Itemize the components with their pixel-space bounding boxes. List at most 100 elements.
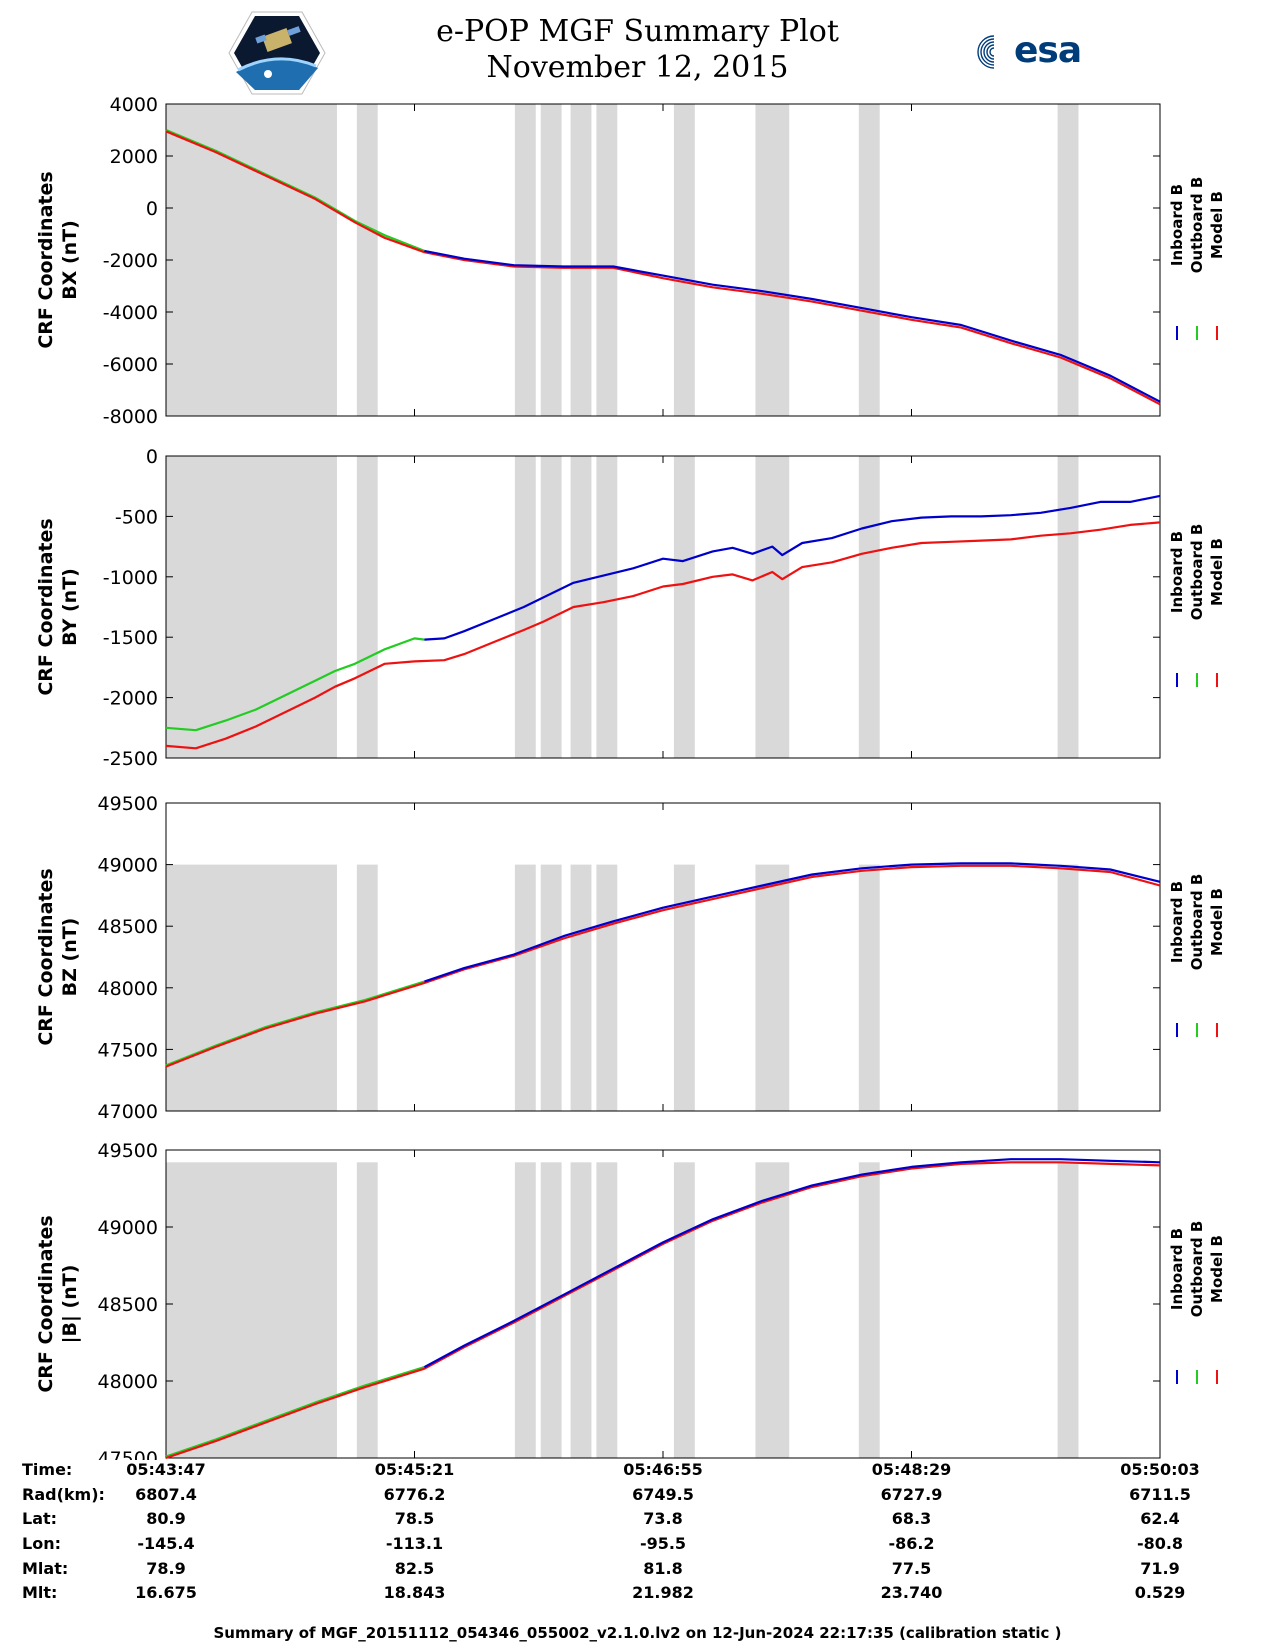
info-value: 21.982: [632, 1583, 694, 1602]
info-value: 81.8: [643, 1559, 683, 1578]
shaded-interval: [755, 1162, 790, 1458]
series-line-model-b: [165, 521, 1161, 750]
y-tick-label: 2000: [110, 146, 158, 168]
series-line-outboard-b: [165, 128, 425, 252]
chart-title: e-POP MGF Summary Plot: [436, 14, 839, 49]
shaded-interval: [596, 1162, 618, 1458]
series-line-inboard-b: [424, 862, 1161, 983]
header: e-POP MGF Summary Plot November 12, 2015…: [0, 0, 1275, 100]
shaded-interval: [858, 1162, 880, 1458]
y-axis-label: CRF Coordinates: [35, 1215, 57, 1392]
shaded-interval: [755, 456, 790, 758]
info-row-label: Lat:: [22, 1509, 58, 1528]
shaded-interval: [540, 456, 562, 758]
info-value: 62.4: [1140, 1509, 1180, 1528]
y-tick-label: 0: [146, 198, 158, 220]
shaded-interval: [514, 1162, 536, 1458]
info-value: 16.675: [135, 1583, 197, 1602]
y-axis-label: BZ (nT): [59, 918, 81, 997]
y-tick-label: -2000: [103, 688, 158, 710]
y-tick-label: -2000: [103, 250, 158, 272]
shaded-interval: [570, 864, 592, 1111]
shaded-interval: [673, 104, 695, 416]
chart-area: 4000 2000 0 -2000 -4000 -6000 -8000 CRF Coordin…: [35, 94, 1226, 1460]
info-value: 82.5: [394, 1559, 435, 1578]
y-tick-label: 49500: [98, 793, 158, 815]
y-tick-label: -1500: [103, 627, 158, 649]
y-tick-label: 48000: [98, 1371, 158, 1393]
info-value: 05:45:21: [374, 1460, 455, 1479]
info-value: 6711.5: [1129, 1485, 1191, 1504]
shaded-interval: [540, 104, 562, 416]
y-tick-label: -500: [115, 506, 158, 528]
shaded-interval: [514, 104, 536, 416]
shaded-interval: [1057, 1162, 1079, 1458]
y-tick-label: 48000: [98, 978, 158, 1000]
legend-label: Outboard B: [1188, 1221, 1206, 1318]
y-tick-label: -6000: [103, 354, 158, 376]
info-value: 0.529: [1134, 1583, 1186, 1602]
shaded-interval: [858, 456, 880, 758]
shaded-interval: [596, 104, 618, 416]
legend-label: Inboard B: [1168, 1228, 1186, 1310]
y-axis-label: CRF Coordinates: [35, 171, 57, 348]
shaded-interval: [570, 456, 592, 758]
shaded-interval: [858, 864, 880, 1111]
legend-label: Model B: [1208, 888, 1226, 956]
legend-label: Inboard B: [1168, 881, 1186, 963]
series-line-outboard-b: [165, 980, 425, 1067]
shaded-interval: [540, 1162, 562, 1458]
y-tick-label: 47500: [98, 1039, 158, 1061]
shaded-interval: [755, 864, 790, 1111]
shaded-interval: [673, 1162, 695, 1458]
info-value: 71.9: [1140, 1559, 1180, 1578]
shaded-interval: [356, 456, 378, 758]
y-tick-label: 4000: [110, 94, 158, 116]
legend-label: Model B: [1208, 538, 1226, 606]
info-value: 78.9: [146, 1559, 186, 1578]
y-axis-label: |B| (nT): [59, 1265, 81, 1344]
orbit-info-table: Time: Rad(km): Lat: Lon: Mlat: Mlt: 05:43:47 68…: [0, 1460, 1275, 1610]
series-line-outboard-b: [165, 637, 425, 732]
y-axis-label: BY (nT): [59, 568, 81, 646]
shaded-interval: [166, 1162, 337, 1458]
y-tick-label: -8000: [103, 406, 158, 428]
info-value: 80.9: [146, 1509, 186, 1528]
info-value: 05:43:47: [126, 1460, 206, 1479]
info-value: 68.3: [891, 1509, 932, 1528]
info-row-label: Time:: [22, 1460, 73, 1479]
shaded-interval: [356, 1162, 378, 1458]
legend-label: Model B: [1208, 1235, 1226, 1303]
footer-caption: Summary of MGF_20151112_054346_055002_v2…: [213, 1624, 1062, 1642]
info-value: 73.8: [643, 1509, 683, 1528]
info-value: 6807.4: [135, 1485, 197, 1504]
series-line-outboard-b: [165, 1366, 425, 1458]
info-value: 05:46:55: [623, 1460, 703, 1479]
chart-date: November 12, 2015: [486, 50, 789, 85]
shaded-interval: [356, 864, 378, 1111]
legend-label: Outboard B: [1188, 874, 1206, 971]
y-axis-label: BX (nT): [59, 220, 81, 300]
y-tick-label: 47500: [98, 1448, 158, 1460]
info-value: 77.5: [891, 1559, 932, 1578]
shaded-interval: [1057, 864, 1079, 1111]
esa-logo-icon: [977, 35, 995, 69]
series-line-model-b: [165, 864, 1161, 1068]
shaded-interval: [755, 104, 790, 416]
shaded-interval: [166, 864, 337, 1111]
shaded-interval: [858, 104, 880, 416]
shaded-interval: [514, 864, 536, 1111]
shaded-interval: [540, 864, 562, 1111]
shaded-interval: [673, 456, 695, 758]
shaded-interval: [673, 864, 695, 1111]
shaded-interval: [356, 104, 378, 416]
info-value: -95.5: [639, 1534, 687, 1553]
info-value: 18.843: [383, 1583, 446, 1602]
shaded-interval: [166, 456, 337, 758]
info-value: 6749.5: [632, 1485, 694, 1504]
info-value: 6776.2: [383, 1485, 446, 1504]
shaded-interval: [570, 104, 592, 416]
legend-label: Inboard B: [1168, 184, 1186, 266]
shaded-interval: [166, 104, 337, 416]
info-value: -113.1: [385, 1534, 444, 1553]
